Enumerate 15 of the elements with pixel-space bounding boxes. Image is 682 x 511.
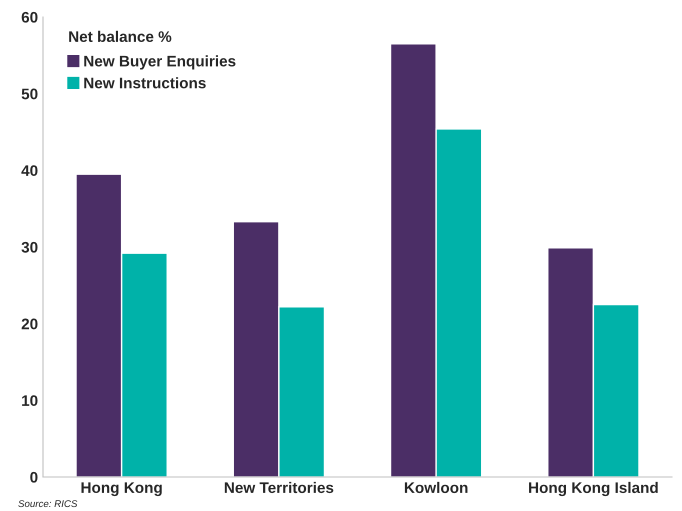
x-tick-label: New Territories	[224, 482, 334, 494]
x-tick-label: Kowloon	[404, 482, 468, 494]
x-tick-label: Hong Kong Island	[529, 482, 658, 496]
y-tick-label: 30	[22, 242, 38, 253]
y-tick-label: 50	[22, 88, 38, 100]
y-tick-label: 0	[30, 472, 38, 483]
y-tick-label: 60	[22, 12, 38, 23]
source-note: Source: RICS	[18, 500, 78, 508]
legend-label: New Buyer Enquiries	[84, 55, 236, 70]
y-tick-label: 20	[22, 318, 38, 330]
x-tick-label: Hong Kong	[81, 482, 162, 496]
y-tick-label: 10	[22, 395, 38, 406]
y-axis-title: Net balance %	[69, 30, 172, 42]
y-tick-label: 40	[21, 165, 38, 176]
legend-label: New Instructions	[84, 77, 206, 88]
